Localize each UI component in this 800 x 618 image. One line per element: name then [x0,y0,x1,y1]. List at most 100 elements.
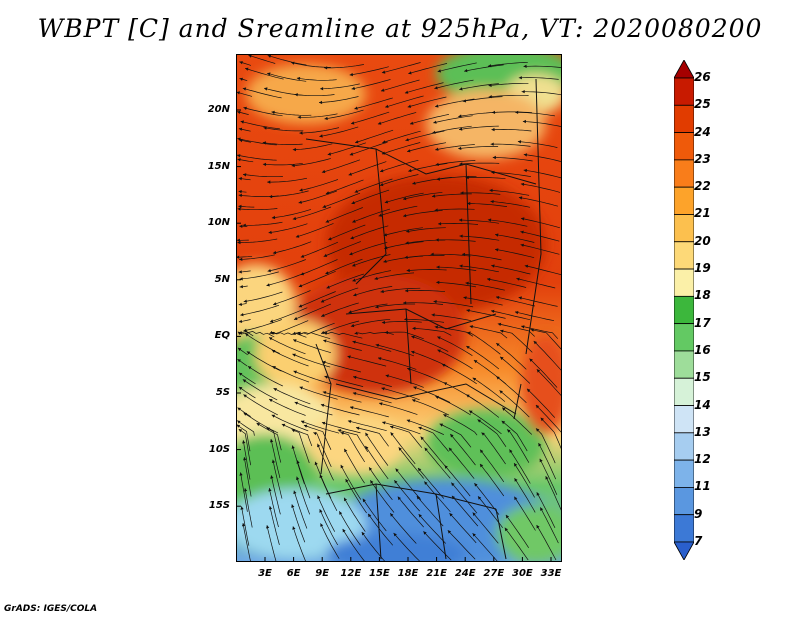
colorbar-min-arrow [674,541,694,560]
streamline [438,223,479,225]
colorbar-label: 21 [694,206,711,221]
streamline-arrow [523,64,527,68]
streamline-arrow [238,177,242,181]
streamline [424,447,451,479]
streamline [299,179,339,191]
streamline-arrow [268,230,272,234]
streamline-arrow [239,257,243,261]
streamline [353,286,393,297]
streamline [367,513,394,546]
streamline-arrow [243,299,247,303]
streamline-arrow [299,131,303,135]
streamline [325,179,364,195]
streamline-arrow [271,350,276,353]
streamline-arrow [410,121,414,125]
streamline [244,488,253,528]
latitude-label: 15S [208,500,230,512]
streamline [523,154,562,163]
streamline [349,241,388,256]
streamline [354,178,393,193]
streamline [298,291,336,308]
streamline [381,321,422,324]
streamline [343,448,365,484]
streamline [404,82,444,94]
streamline [318,96,359,103]
streamline [299,127,340,134]
streamline [370,480,395,513]
streamline-arrow [522,119,526,124]
streamline-arrow [342,528,346,533]
streamline [432,125,472,134]
streamline-arrow [368,513,372,518]
streamline [291,158,331,167]
streamline-arrow [243,173,247,177]
streamline-arrow [350,323,355,328]
streamline-arrow [411,335,415,339]
streamline-arrow [293,339,297,343]
streamline-arrow [270,439,274,443]
streamline [243,107,283,117]
streamline-arrow [344,497,347,502]
streamline-arrow [266,525,270,529]
streamline [417,467,445,499]
streamline [354,97,393,110]
streamline [495,342,527,370]
streamline-arrow [464,69,468,73]
streamline [236,154,277,161]
streamline [495,234,535,243]
streamline [273,387,311,405]
streamline [494,248,535,259]
streamline-arrow [420,436,424,441]
streamline-arrow [443,382,448,386]
latitude-label: 10S [208,443,230,455]
latitude-label: 20N [207,104,230,115]
streamline [325,258,363,275]
streamline-arrow [365,446,369,450]
streamline-arrow [242,87,247,91]
streamline [487,219,528,227]
streamline [389,512,417,544]
streamline-arrow [520,182,525,186]
streamline-arrow [466,394,470,398]
streamline-arrow [370,480,374,484]
streamline [379,174,419,186]
streamline-arrow [469,325,473,329]
streamline [448,447,475,479]
streamline-arrow [349,72,353,77]
streamline [462,96,503,102]
streamline [236,424,251,452]
streamline [320,523,340,559]
streamline-arrow [243,457,247,461]
streamline-arrow [326,285,330,289]
streamline-arrow [406,419,411,423]
streamline-arrow [431,313,435,317]
streamline [322,361,361,373]
streamline-arrow [348,310,352,314]
streamline-arrow [435,147,439,151]
streamline-arrow [517,140,522,144]
streamline-arrow [490,142,494,146]
streamline [385,374,424,388]
streamline [347,355,387,367]
streamline-arrow [351,121,355,125]
streamline [435,144,475,151]
streamline-arrow [436,177,440,181]
streamline [418,513,446,544]
streamline-arrow [243,106,247,110]
streamline-arrow [296,76,301,81]
colorbar-label: 9 [694,506,703,521]
streamline [466,345,500,370]
streamline [248,54,276,64]
streamline-arrow [267,72,271,76]
streamline [466,309,506,319]
streamline [539,458,558,496]
streamline-arrow [523,168,527,173]
streamline [515,111,555,117]
streamline [374,272,415,280]
colorbar-label: 22 [694,179,711,194]
streamline-arrow [240,120,244,124]
streamline [406,419,445,436]
streamline-arrow [406,268,410,273]
streamline-arrow [536,428,540,432]
streamline [467,203,508,207]
